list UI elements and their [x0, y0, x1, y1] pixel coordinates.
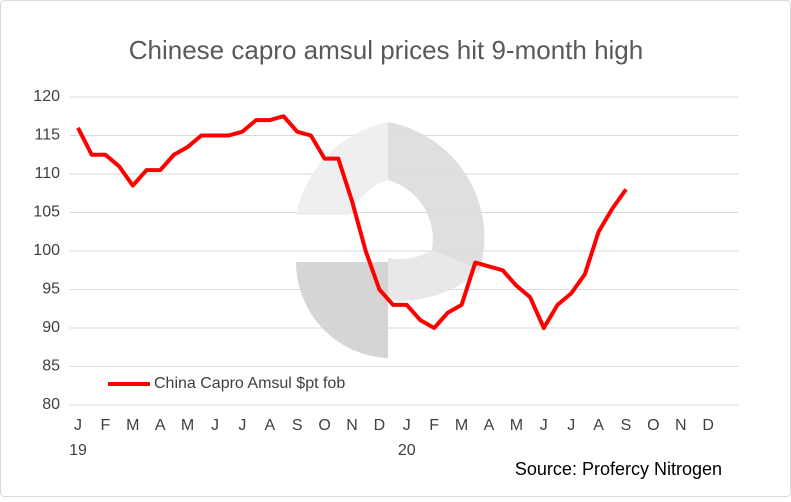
x-year-label: 19 — [69, 442, 87, 459]
x-tick-label: J — [403, 417, 411, 434]
y-tick-label: 105 — [33, 204, 60, 221]
x-tick-label: F — [101, 417, 111, 434]
y-tick-label: 110 — [34, 165, 60, 182]
x-tick-label: A — [484, 417, 495, 434]
source-note: Source: Profercy Nitrogen — [515, 459, 722, 479]
x-tick-label: O — [318, 417, 330, 434]
x-year-label: 20 — [398, 442, 416, 459]
x-tick-label: N — [675, 417, 687, 434]
x-tick-label: M — [510, 417, 523, 434]
x-tick-label: M — [181, 417, 194, 434]
legend: China Capro Amsul $pt fob — [108, 375, 345, 392]
x-tick-label: F — [429, 417, 439, 434]
y-tick-label: 95 — [42, 281, 60, 298]
x-tick-label: O — [647, 417, 659, 434]
x-tick-label: J — [540, 417, 548, 434]
legend-label: China Capro Amsul $pt fob — [154, 375, 345, 392]
data-line — [76, 114, 628, 330]
x-tick-label: J — [74, 417, 82, 434]
x-tick-label: A — [155, 417, 166, 434]
y-tick-label: 80 — [42, 396, 60, 413]
x-tick-label: A — [593, 417, 604, 434]
chart-title: Chinese capro amsul prices hit 9-month h… — [129, 35, 643, 65]
x-tick-label: N — [346, 417, 358, 434]
x-tick-label: J — [211, 417, 219, 434]
x-tick-label: S — [292, 417, 303, 434]
y-tick-label: 120 — [33, 88, 60, 105]
y-tick-label: 100 — [33, 242, 60, 259]
y-tick-label: 90 — [42, 319, 60, 336]
x-tick-label: J — [567, 417, 575, 434]
x-tick-label: D — [702, 417, 714, 434]
y-tick-label: 115 — [34, 127, 60, 144]
x-tick-label: M — [126, 417, 139, 434]
x-tick-label: J — [238, 417, 246, 434]
x-tick-label: S — [621, 417, 632, 434]
x-tick-label: M — [455, 417, 468, 434]
x-tick-label: D — [374, 417, 386, 434]
x-tick-label: A — [264, 417, 275, 434]
y-tick-label: 85 — [42, 358, 60, 375]
